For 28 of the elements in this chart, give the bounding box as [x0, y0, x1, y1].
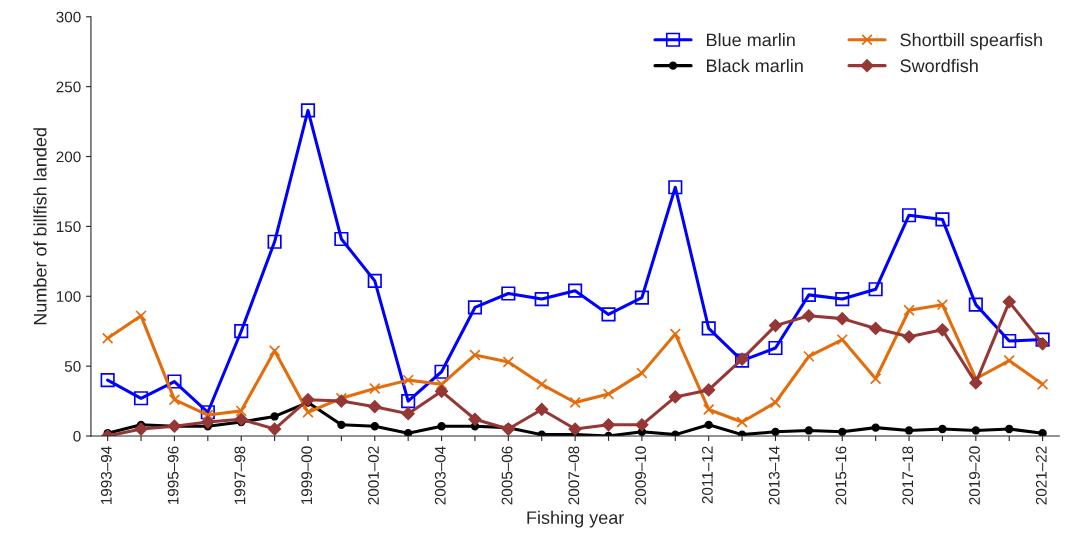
y-tick-label: 300 — [56, 11, 81, 23]
x-tick-label: 2021–22 — [1035, 446, 1047, 505]
legend-label: Blue marlin — [707, 33, 795, 47]
x-tick-label: 1997–98 — [234, 446, 246, 505]
y-tick-label: 100 — [56, 291, 81, 302]
x-tick-label: 2003–04 — [434, 446, 446, 505]
x-tick-label: 2015–16 — [835, 446, 847, 505]
x-tick-label: 1995–96 — [167, 446, 179, 505]
x-tick-label: 2007–08 — [568, 446, 580, 505]
y-tick-label: 50 — [64, 361, 81, 372]
x-tick-label: 2009–10 — [635, 446, 647, 505]
legend-label: Shortbill spearfish — [900, 33, 1042, 50]
legend-label: Black marlin — [707, 58, 803, 73]
y-axis-title: Number of billfish landed — [33, 128, 47, 325]
x-axis-title: Fishing year — [527, 510, 624, 528]
x-tick-label: 2017–18 — [902, 446, 914, 505]
x-tick-label: 2013–14 — [768, 446, 780, 505]
y-tick-label: 250 — [56, 81, 81, 93]
x-tick-label: 1993–94 — [100, 446, 112, 505]
x-tick-label: 2019–20 — [969, 446, 980, 505]
y-tick-label: 0 — [73, 430, 81, 442]
y-tick-label: 200 — [56, 151, 81, 163]
x-tick-label: 1999–00 — [301, 446, 313, 505]
x-tick-label: 2005–06 — [501, 446, 513, 505]
legend-label: Swordfish — [900, 58, 978, 73]
x-tick-label: 2011–12 — [701, 446, 713, 504]
y-tick-label: 150 — [56, 221, 81, 233]
x-tick-label: 2001–02 — [368, 446, 379, 505]
